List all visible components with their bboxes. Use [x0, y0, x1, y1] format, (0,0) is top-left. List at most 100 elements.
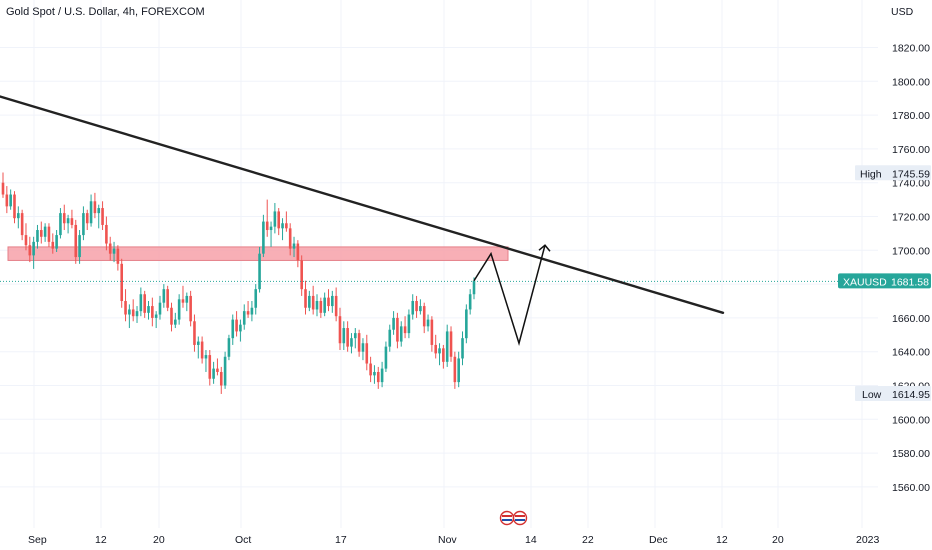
candle-body — [254, 289, 258, 308]
candle-body — [273, 211, 277, 227]
candle-body — [189, 295, 192, 322]
candle-body — [277, 211, 281, 229]
projection-path[interactable] — [473, 245, 546, 346]
candle-body — [327, 297, 330, 307]
candle-body — [147, 306, 150, 313]
y-tick-label: 1780.00 — [892, 110, 930, 122]
candle-body — [24, 235, 28, 246]
low-tag: Low 1614.95 — [855, 386, 931, 402]
candle-body — [239, 324, 242, 332]
candle-body — [223, 356, 227, 386]
candle-body — [296, 243, 300, 261]
trendline[interactable] — [0, 95, 725, 315]
candle-body — [388, 329, 392, 347]
candle-body — [338, 316, 342, 344]
candle-body — [105, 224, 108, 244]
candle-body — [196, 341, 200, 345]
candle-body — [128, 309, 131, 315]
candle-body — [376, 371, 380, 383]
candle-body — [120, 263, 124, 301]
candle-body — [139, 294, 143, 312]
candle-body — [20, 213, 24, 236]
candle-body — [151, 306, 154, 318]
candle-body — [55, 235, 58, 249]
candle-body — [158, 302, 162, 315]
candle-body — [319, 301, 323, 313]
candle-body — [101, 208, 104, 225]
candle-body — [181, 299, 185, 303]
candle-body — [396, 317, 399, 342]
candle-body — [457, 358, 460, 383]
candle-body — [74, 224, 78, 258]
candle-body — [135, 311, 139, 317]
candle-body — [216, 368, 219, 372]
y-tick-label: 1560.00 — [892, 482, 930, 494]
candle-body — [242, 311, 246, 325]
x-tick-label: 12 — [716, 534, 728, 546]
candle-body — [131, 309, 135, 317]
x-axis[interactable]: Sep 12 20 Oct 17 Nov 14 22 Dec 12 20 2023 — [28, 534, 880, 546]
candle-body — [174, 319, 177, 325]
candle-body — [369, 363, 372, 376]
candle-body — [143, 294, 146, 313]
event-flags-icon[interactable] — [499, 510, 528, 526]
y-tick-label: 1580.00 — [892, 448, 930, 460]
x-tick-label: Nov — [438, 534, 457, 546]
candle-body — [442, 348, 445, 362]
candle-body — [5, 194, 9, 207]
candle-body — [281, 223, 284, 229]
candle-body — [430, 319, 434, 345]
candle-body — [219, 371, 223, 386]
candle-body — [415, 301, 418, 312]
candle-body — [361, 343, 365, 352]
candle-body — [9, 194, 12, 207]
candle-body — [399, 326, 403, 342]
y-tick-label: 1720.00 — [892, 212, 930, 224]
candle-body — [13, 194, 16, 219]
symbol-price-tag: XAUUSD 1681.58 — [838, 273, 931, 289]
x-tick-label: 14 — [525, 534, 537, 546]
candle-body — [70, 218, 74, 225]
candle-body — [258, 253, 261, 290]
candle-body — [411, 301, 415, 315]
resistance-zone[interactable] — [7, 246, 509, 261]
candle-body — [59, 213, 62, 236]
y-tick-label: 1820.00 — [892, 43, 930, 55]
candle-body — [166, 289, 169, 308]
candle-body — [235, 319, 238, 332]
low-label: Low — [862, 389, 882, 401]
candle-body — [17, 213, 20, 219]
candle-body — [292, 243, 296, 249]
candle-body — [365, 343, 369, 364]
high-value: 1745.59 — [892, 168, 930, 180]
candle-body — [308, 295, 311, 308]
candle-body — [392, 317, 395, 330]
candle-body — [246, 311, 250, 315]
candle-body — [373, 371, 376, 376]
candle-body — [47, 226, 51, 242]
x-tick-label: 12 — [95, 534, 107, 546]
candle-body — [200, 341, 204, 359]
candle-body — [357, 333, 361, 352]
candle-body — [285, 223, 288, 229]
candle-body — [461, 338, 464, 359]
candle-body — [32, 241, 35, 256]
x-tick-label: 17 — [335, 534, 347, 546]
candle-body — [304, 289, 307, 308]
candle-body — [78, 235, 81, 258]
candle-body — [380, 368, 384, 383]
candle-body — [116, 248, 120, 264]
candle-body — [288, 228, 292, 249]
candle-body — [300, 260, 303, 290]
candle-body — [66, 218, 70, 224]
candles — [1, 172, 476, 394]
candle-body — [323, 297, 326, 313]
x-tick-label: Dec — [649, 534, 668, 546]
grid — [0, 0, 878, 528]
high-label: High — [860, 168, 882, 180]
candle-body — [1, 182, 5, 195]
candle-body — [468, 294, 472, 310]
candle-body — [262, 221, 265, 254]
